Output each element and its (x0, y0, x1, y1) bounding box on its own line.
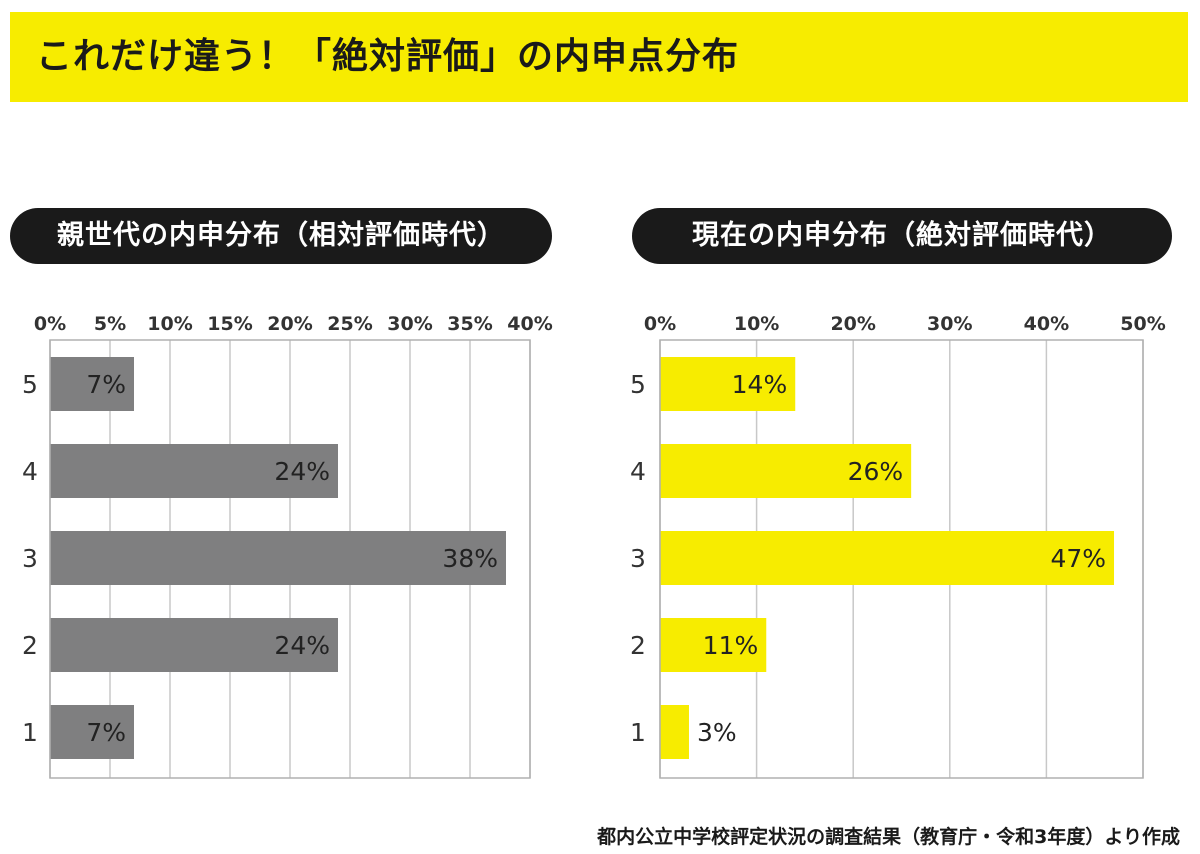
left-chart-plot-frame (49, 339, 531, 779)
right-chart-title: 現在の内申分布（絶対評価時代） (632, 208, 1172, 264)
right-chart-bar (660, 705, 689, 759)
left-chart-title: 親世代の内申分布（相対評価時代） (10, 208, 552, 264)
right-chart-x-tick-label: 20% (830, 313, 875, 335)
left-chart-bar (50, 618, 338, 672)
right-chart-x-tick-label: 30% (927, 313, 972, 335)
left-chart-bar (50, 705, 134, 759)
right-chart-category-label: 1 (630, 718, 646, 747)
right-chart-x-tick-label: 50% (1120, 313, 1165, 335)
right-chart-value-label: 11% (703, 631, 759, 660)
left-chart-category-label: 5 (22, 370, 38, 399)
left-chart-category-label: 1 (22, 718, 38, 747)
left-chart-category-label: 4 (22, 457, 38, 486)
right-chart-x-tick-label: 0% (644, 313, 676, 335)
right-chart-x-tick-label: 40% (1024, 313, 1069, 335)
title-banner: これだけ違う！「絶対評価」の内申点分布 (10, 12, 1188, 102)
right-chart-bar (660, 444, 912, 498)
left-chart-bar (50, 531, 506, 585)
left-chart-category-label: 2 (22, 631, 38, 660)
source-note: 都内公立中学校評定状況の調査結果（教育庁・令和3年度）より作成 (597, 826, 1180, 848)
right-chart-bar (660, 357, 796, 411)
right-chart-value-label: 14% (732, 370, 788, 399)
left-chart-x-tick-label: 0% (34, 313, 66, 335)
left-chart-value-label: 7% (86, 370, 126, 399)
left-chart-x-tick-label: 20% (267, 313, 312, 335)
left-chart-category-label: 3 (22, 544, 38, 573)
right-chart-x-tick-label: 10% (734, 313, 779, 335)
left-chart-x-tick-label: 5% (94, 313, 126, 335)
right-chart-bar (660, 531, 1115, 585)
right-chart-category-label: 4 (630, 457, 646, 486)
left-bar-chart: 0% 5% 10% 15% 20% 25% 30% 35% 40% 5 7% 4 24% 3 38% 2 24%… (22, 313, 553, 779)
left-chart-x-tick-label: 40% (507, 313, 552, 335)
right-chart-category-label: 5 (630, 370, 646, 399)
left-chart-value-label: 7% (86, 718, 126, 747)
left-chart-bar (50, 357, 134, 411)
right-chart-category-label: 2 (630, 631, 646, 660)
left-chart-value-label: 24% (274, 457, 330, 486)
right-chart-value-label: 47% (1050, 544, 1106, 573)
right-chart-value-label: 26% (848, 457, 904, 486)
left-chart-value-label: 38% (442, 544, 498, 573)
left-chart-x-tick-label: 30% (387, 313, 432, 335)
page-title: これだけ違う！「絶対評価」の内申点分布 (36, 36, 740, 77)
left-chart-x-tick-label: 15% (207, 313, 252, 335)
right-chart-value-label: 3% (697, 718, 737, 747)
right-chart-plot-frame (659, 339, 1144, 779)
left-chart-x-tick-label: 35% (447, 313, 492, 335)
left-chart-x-tick-label: 10% (147, 313, 192, 335)
left-chart-bar (50, 444, 338, 498)
left-chart-x-tick-label: 25% (327, 313, 372, 335)
left-chart-value-label: 24% (274, 631, 330, 660)
right-chart-bar (660, 618, 767, 672)
right-chart-category-label: 3 (630, 544, 646, 573)
